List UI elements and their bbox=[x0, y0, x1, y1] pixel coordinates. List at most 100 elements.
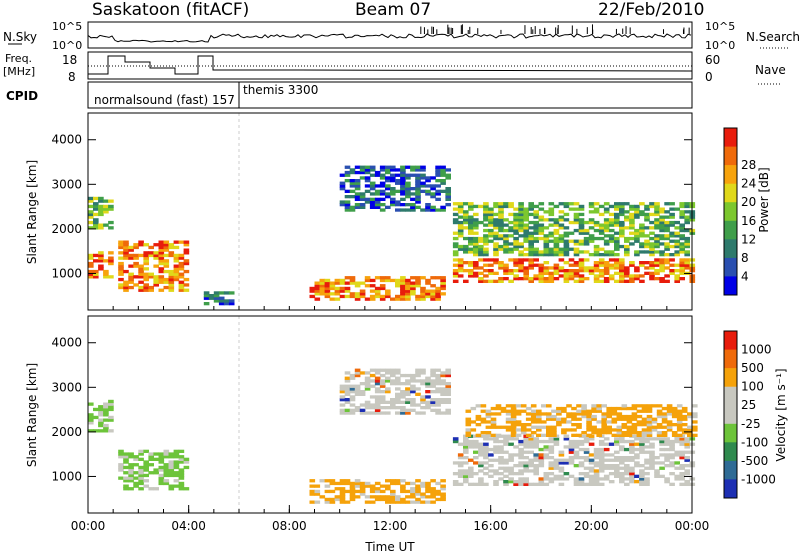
power-colorbar-label: Power [dB] bbox=[757, 167, 771, 232]
ytick-label-4: 4000 bbox=[51, 336, 82, 350]
echo-region-4 bbox=[203, 291, 235, 306]
echo-region-2 bbox=[88, 196, 114, 230]
nsky-label: N.Sky bbox=[3, 30, 37, 44]
nsearch-tick-bottom: 10^0 bbox=[705, 39, 735, 52]
ytick-label-4: 4000 bbox=[51, 133, 82, 147]
xtick-label-2: 04:00 bbox=[171, 519, 206, 533]
colorbar-segment-4 bbox=[724, 183, 737, 203]
colorbar-frame bbox=[723, 127, 738, 296]
colorbar-segment-6 bbox=[724, 220, 737, 240]
ytick-label-1: 1000 bbox=[51, 469, 82, 483]
echo-region-8 bbox=[452, 202, 696, 257]
colorbar-segment-4 bbox=[724, 386, 737, 406]
colorbar-tick-4: 25 bbox=[741, 398, 756, 412]
nsky-trace bbox=[87, 24, 692, 43]
echo-region-7 bbox=[452, 258, 696, 283]
xtick-label-5: 16:00 bbox=[473, 519, 508, 533]
freq-trace bbox=[88, 55, 693, 75]
time-x-axis: 00:00 04:00 08:00 12:00 16:00 20:00 00:00 bbox=[71, 306, 710, 533]
colorbar-tick-5: -25 bbox=[741, 417, 761, 431]
nave-tick-bottom: 0 bbox=[705, 70, 713, 84]
cpid-segment-2: themis 3300 bbox=[243, 83, 318, 97]
xtick-label-7: 00:00 bbox=[675, 519, 710, 533]
cpid-segment-1: normalsound (fast) 157 bbox=[94, 93, 235, 107]
ytick-label-1: 1000 bbox=[51, 266, 82, 280]
echo-region-4 bbox=[339, 368, 451, 415]
colorbar-tick-6: 24 bbox=[741, 177, 756, 191]
nsky-panel-frame bbox=[87, 21, 693, 49]
colorbar-tick-1: 4 bbox=[741, 269, 749, 283]
colorbar-segment-7 bbox=[724, 442, 737, 462]
cpid-label: CPID bbox=[6, 89, 38, 103]
colorbar-tick-8: -1000 bbox=[741, 472, 776, 486]
cpid-panel-frame bbox=[87, 81, 693, 109]
echo-region-1 bbox=[88, 399, 114, 433]
echo-region-6 bbox=[465, 404, 698, 437]
colorbar-tick-4: 16 bbox=[741, 214, 756, 228]
ytick-label-2: 2000 bbox=[51, 425, 82, 439]
echo-region-3 bbox=[309, 479, 446, 504]
colorbar-tick-7: -500 bbox=[741, 454, 768, 468]
colorbar-tick-2: 500 bbox=[741, 361, 764, 375]
power-ylabel: Slant Range [km] bbox=[25, 160, 39, 264]
power-heatmap-data bbox=[88, 113, 696, 310]
colorbar-segment-7 bbox=[724, 239, 737, 259]
colorbar-segment-9 bbox=[724, 276, 737, 296]
freq-tick-bottom: 8 bbox=[68, 70, 76, 84]
colorbar-segment-1 bbox=[724, 331, 737, 351]
freq-label-line2: [MHz] bbox=[3, 65, 35, 78]
power-y-axis: 1000 2000 3000 4000 bbox=[51, 133, 692, 280]
colorbar-tick-1: 1000 bbox=[741, 343, 772, 357]
velocity-colorbar-label: Velocity [m s⁻¹] bbox=[774, 368, 788, 461]
ytick-label-2: 2000 bbox=[51, 222, 82, 236]
ytick-label-3: 3000 bbox=[51, 380, 82, 394]
colorbar-segment-5 bbox=[724, 202, 737, 222]
velocity-heatmap-data bbox=[88, 316, 698, 513]
velocity-ylabel: Slant Range [km] bbox=[25, 363, 39, 467]
colorbar-segment-8 bbox=[724, 257, 737, 277]
velocity-colorbar: 1000 500 100 25 -25 -100 -500 -1000 bbox=[723, 330, 776, 499]
colorbar-tick-3: 12 bbox=[741, 232, 756, 246]
echo-region-5 bbox=[309, 276, 446, 301]
echo-region-1 bbox=[88, 251, 114, 279]
date-title: 22/Feb/2010 bbox=[598, 0, 704, 20]
freq-label-line1: Freq. bbox=[5, 52, 32, 65]
station-title: Saskatoon (fitACF) bbox=[92, 0, 249, 20]
colorbar-segment-6 bbox=[724, 423, 737, 443]
nsky-tick-top: 10^5 bbox=[52, 20, 82, 33]
xtick-label-4: 12:00 bbox=[373, 519, 408, 533]
echo-region-5 bbox=[452, 434, 696, 486]
xaxis-label: Time UT bbox=[364, 540, 415, 554]
colorbar-segment-9 bbox=[724, 479, 737, 499]
colorbar-segment-2 bbox=[724, 146, 737, 166]
nsearch-label: N.Search bbox=[746, 30, 800, 44]
colorbar-segment-1 bbox=[724, 128, 737, 148]
colorbar-segment-3 bbox=[724, 368, 737, 388]
power-colorbar: 4 8 12 16 20 24 28 bbox=[723, 127, 756, 296]
colorbar-segment-8 bbox=[724, 460, 737, 480]
colorbar-segment-5 bbox=[724, 405, 737, 425]
xtick-label-1: 00:00 bbox=[71, 519, 106, 533]
echo-region-2 bbox=[118, 449, 190, 491]
nsky-tick-bottom: 10^0 bbox=[52, 39, 82, 52]
xtick-label-6: 20:00 bbox=[574, 519, 609, 533]
nave-tick-top: 60 bbox=[705, 53, 720, 67]
freq-tick-top: 18 bbox=[62, 53, 77, 67]
beam-title: Beam 07 bbox=[355, 0, 431, 20]
freq-line bbox=[88, 55, 693, 75]
nsearch-tick-top: 10^5 bbox=[705, 20, 735, 33]
colorbar-frame bbox=[723, 330, 738, 499]
velocity-y-axis: 1000 2000 3000 4000 bbox=[51, 336, 692, 483]
nsky-line bbox=[87, 32, 692, 43]
colorbar-tick-6: -100 bbox=[741, 435, 768, 449]
colorbar-tick-5: 20 bbox=[741, 195, 756, 209]
ytick-label-3: 3000 bbox=[51, 177, 82, 191]
colorbar-tick-7: 28 bbox=[741, 158, 756, 172]
colorbar-segment-3 bbox=[724, 165, 737, 185]
echo-region-6 bbox=[339, 165, 451, 212]
colorbar-segment-2 bbox=[724, 349, 737, 369]
colorbar-tick-3: 100 bbox=[741, 380, 764, 394]
nave-label: Nave bbox=[755, 63, 786, 77]
colorbar-tick-2: 8 bbox=[741, 251, 749, 265]
